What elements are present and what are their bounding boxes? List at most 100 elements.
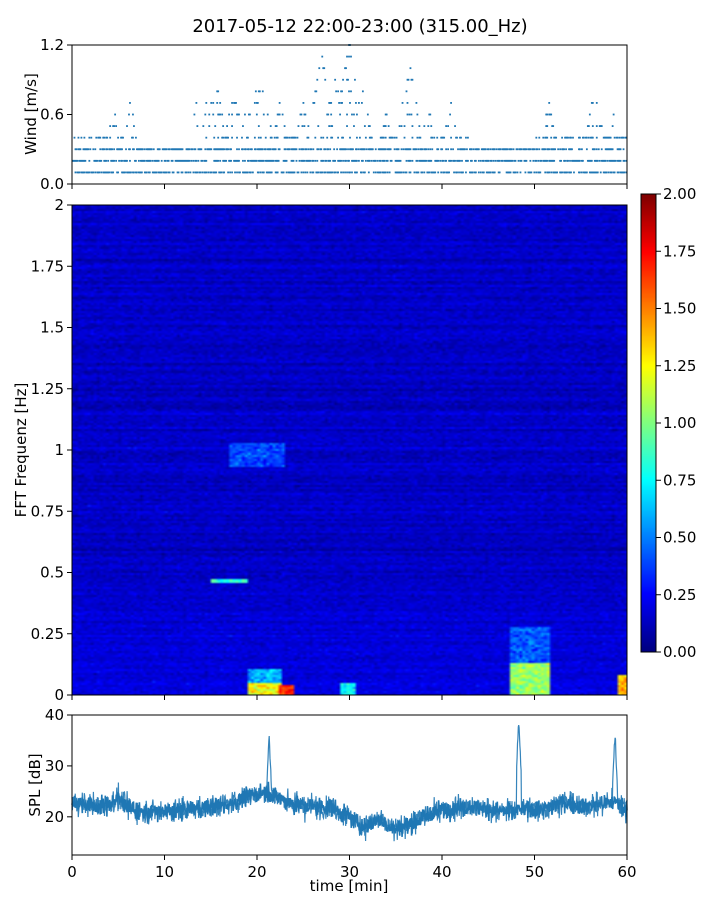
y-tick-label: 1.5 [40, 319, 64, 337]
wind-point [519, 148, 522, 151]
wind-point [567, 159, 569, 162]
wind-point [534, 159, 537, 162]
wind-point [514, 171, 517, 174]
wind-point [440, 171, 443, 174]
wind-point [415, 159, 418, 162]
wind-point [291, 136, 294, 139]
wind-point [450, 148, 452, 151]
wind-point [381, 171, 384, 174]
wind-point [185, 159, 188, 162]
colorbar-tick-label: 1.75 [663, 242, 696, 260]
wind-point [611, 125, 614, 127]
wind-point [116, 171, 118, 174]
wind-point [74, 159, 77, 162]
wind-point [244, 171, 246, 174]
wind-point [105, 159, 108, 162]
wind-point [367, 159, 370, 162]
wind-point [81, 171, 84, 174]
wind-point [171, 171, 174, 174]
wind-point [147, 171, 150, 174]
wind-point [341, 148, 343, 151]
wind-point [427, 159, 430, 162]
wind-point [199, 148, 202, 151]
x-tick-label: 0 [67, 863, 77, 881]
wind-point [234, 102, 236, 104]
wind-point [520, 148, 523, 151]
wind-point [539, 159, 542, 162]
wind-point [358, 148, 360, 151]
wind-point [572, 136, 574, 139]
wind-point [178, 148, 181, 151]
wind-point [303, 159, 306, 162]
wind-point [149, 148, 152, 151]
wind-point [484, 159, 487, 162]
wind-point [455, 171, 457, 174]
wind-point [100, 159, 103, 162]
wind-point [217, 90, 220, 93]
wind-point [535, 159, 538, 162]
colorbar-tick-label: 1.25 [663, 357, 696, 375]
wind-point [506, 171, 509, 174]
wind-point [578, 159, 580, 162]
wind-point [283, 148, 286, 151]
wind-point [590, 136, 593, 139]
wind-point [559, 171, 562, 174]
wind-point [470, 148, 473, 151]
y-tick-label: 1.2 [40, 36, 64, 54]
y-tick-label: 0.0 [40, 175, 64, 193]
wind-point [80, 136, 83, 139]
wind-point [340, 171, 342, 174]
wind-point [113, 148, 116, 151]
wind-point [311, 171, 314, 174]
wind-point [253, 102, 256, 104]
wind-point [623, 171, 626, 174]
wind-point [460, 148, 462, 151]
wind-point [509, 148, 512, 151]
wind-point [610, 171, 613, 174]
wind-point [86, 171, 89, 174]
wind-point [581, 136, 584, 139]
wind-point [380, 136, 383, 139]
wind-point [348, 55, 350, 58]
wind-point [595, 136, 598, 139]
wind-point [336, 148, 339, 151]
wind-point [481, 148, 484, 151]
wind-point [224, 136, 227, 139]
wind-point [85, 148, 88, 151]
wind-point [222, 159, 225, 162]
wind-point [88, 171, 91, 174]
y-tick-label: 1.75 [31, 257, 64, 275]
wind-point [374, 148, 377, 151]
wind-point [251, 171, 254, 174]
colorbar-tick-label: 1.50 [663, 300, 696, 318]
wind-point [291, 171, 294, 174]
wind-point [116, 148, 118, 151]
wind-point [450, 136, 452, 139]
wind-point [610, 159, 613, 162]
wind-point [333, 159, 336, 162]
wind-point [390, 159, 393, 162]
wind-point [275, 159, 278, 162]
wind-point [613, 136, 616, 139]
wind-point [96, 171, 99, 174]
wind-point [87, 148, 90, 151]
wind-point [80, 159, 83, 162]
wind-point [507, 171, 510, 174]
wind-point [542, 136, 545, 139]
wind-point [541, 148, 544, 151]
wind-point [316, 148, 319, 151]
wind-point [586, 125, 589, 127]
wind-point [132, 148, 134, 151]
wind-point [219, 113, 222, 116]
wind-point [216, 159, 219, 162]
wind-point [298, 159, 301, 162]
wind-point [430, 171, 433, 174]
wind-point [156, 159, 159, 162]
wind-point [340, 159, 342, 162]
wind-point [302, 102, 305, 104]
wind-point [556, 171, 559, 174]
wind-point [141, 148, 144, 151]
wind-point [460, 136, 462, 139]
wind-point [419, 136, 422, 139]
wind-point [348, 90, 350, 93]
